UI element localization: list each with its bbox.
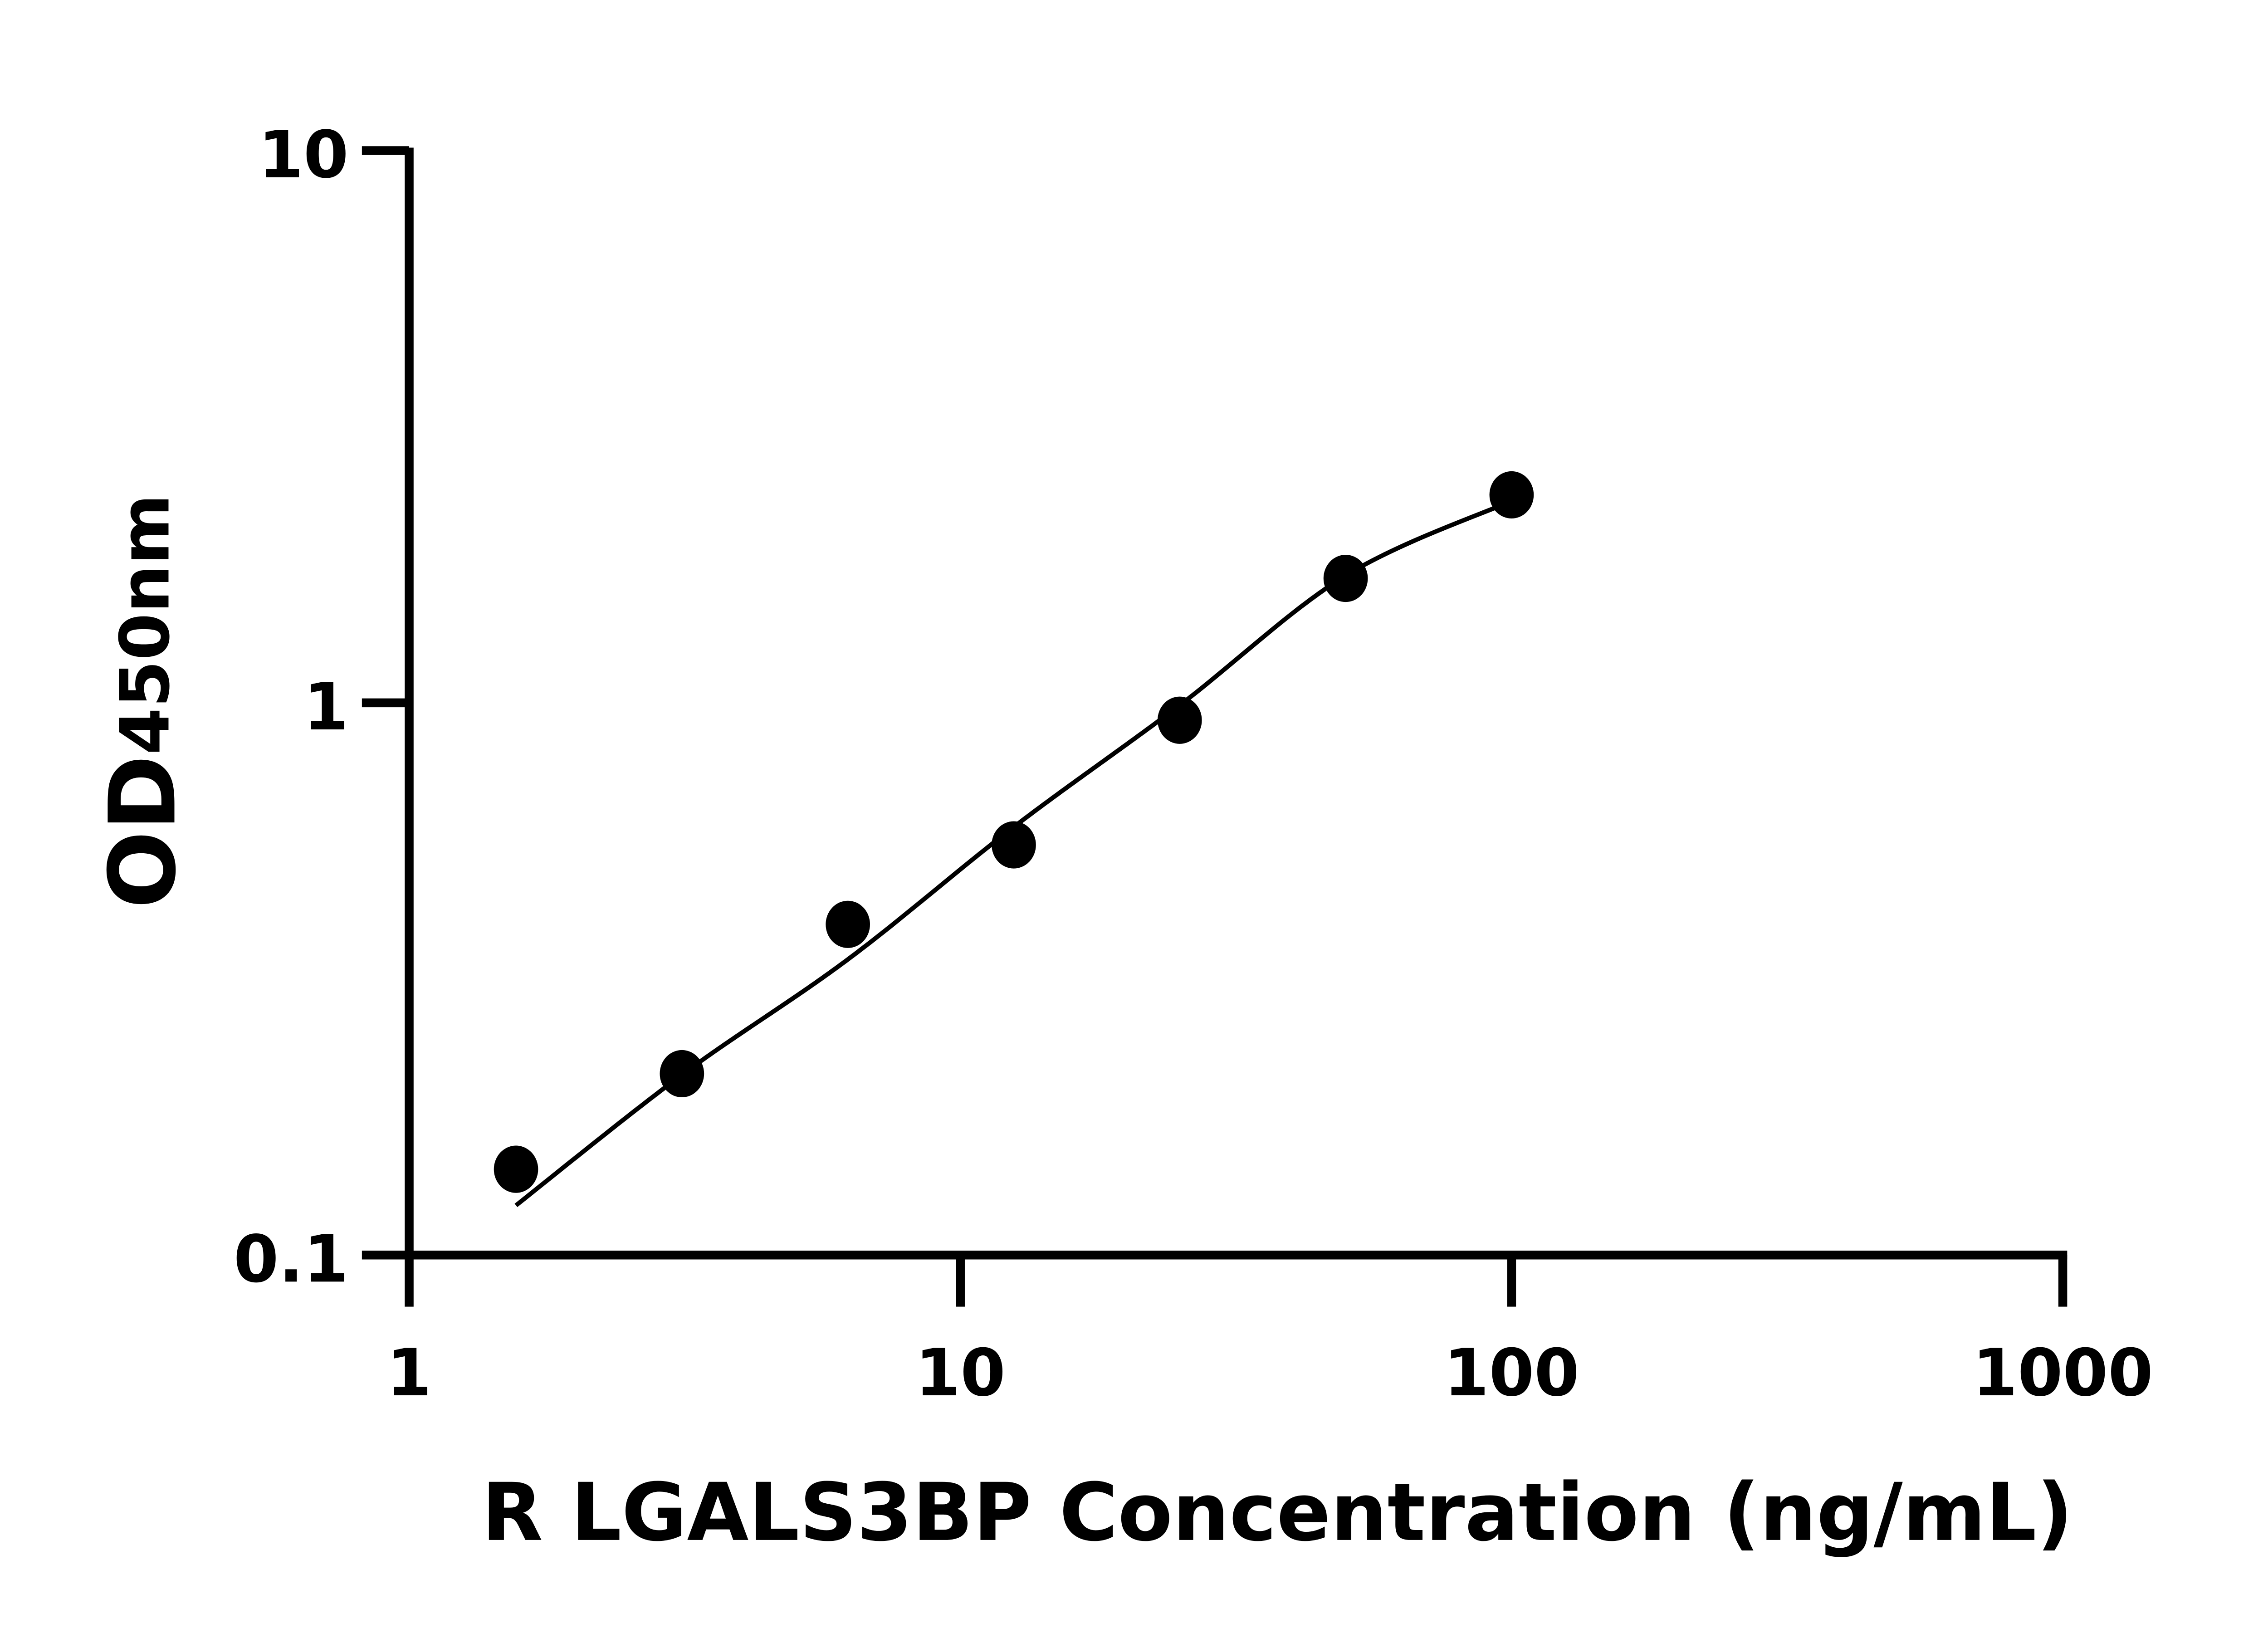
y-tick-label: 0.1 (234, 1221, 349, 1297)
data-point (1489, 471, 1534, 519)
y-axis-label: OD450nm (89, 494, 196, 909)
y-axis-label-sub: 450nm (106, 494, 185, 755)
svg-text:OD450nm: OD450nm (89, 494, 196, 909)
data-point (826, 900, 870, 948)
x-tick-label: 1000 (1972, 1335, 2153, 1411)
data-point (660, 1050, 704, 1098)
x-tick-label: 10 (915, 1335, 1006, 1411)
y-tick-label: 10 (258, 117, 348, 193)
data-point (494, 1145, 538, 1193)
y-tick-label: 1 (303, 669, 349, 745)
axes (405, 147, 2068, 1260)
data-point (1323, 555, 1368, 602)
data-point (992, 821, 1036, 869)
x-axis-label: R LGALS3BP Concentration (ng/mL) (482, 1467, 2073, 1559)
y-axis-label-main: OD (89, 755, 196, 909)
x-tick-label: 100 (1444, 1335, 1579, 1411)
x-tick-label: 1 (386, 1335, 432, 1411)
data-point (1157, 696, 1202, 744)
